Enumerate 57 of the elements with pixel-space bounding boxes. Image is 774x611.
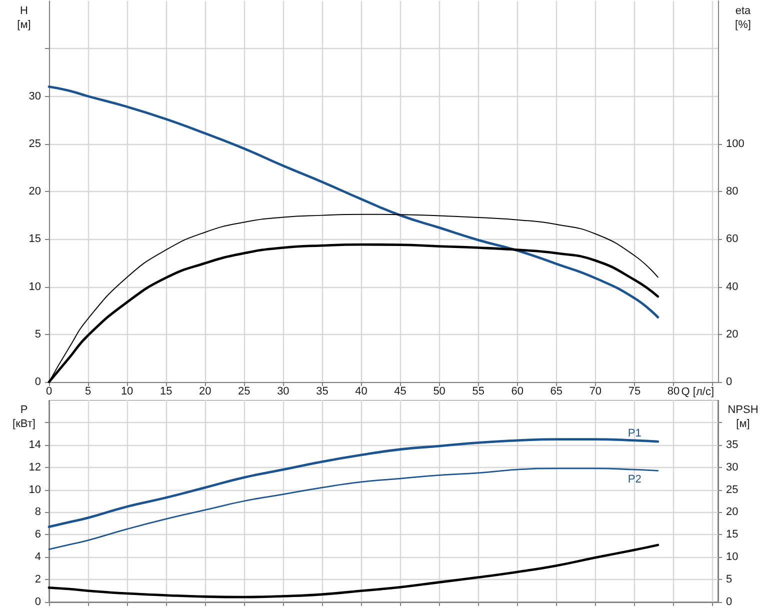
y2-tick-label: 80 <box>726 186 738 198</box>
y2-axis-title: NPSH [м] <box>728 404 758 430</box>
x-tick-label: 35 <box>316 386 328 398</box>
y2-tick-label: 15 <box>726 528 738 541</box>
y2-tick-label: 35 <box>726 438 738 451</box>
x-tick-label: 65 <box>550 386 563 398</box>
y-tick-label: 5 <box>34 328 41 340</box>
x-axis-title: Q [л/с] <box>681 386 714 398</box>
line-series <box>48 544 660 598</box>
y2-tick-label: 10 <box>726 551 738 564</box>
y-tick-label: 25 <box>28 138 41 150</box>
y-tick-label: 10 <box>28 280 41 293</box>
x-tick-label: 80 <box>667 386 680 398</box>
x-tick-label: 45 <box>394 386 406 398</box>
y-tick-label: 2 <box>34 574 41 586</box>
y-tick-label: 0 <box>34 596 41 608</box>
x-tick-label: 70 <box>589 386 602 398</box>
x-tick-label: 10 <box>120 386 134 398</box>
y2-tick-label: 20 <box>726 506 738 518</box>
y-tick-label: 8 <box>34 506 41 518</box>
x-tick-label: 60 <box>511 386 524 398</box>
y2-tick-label: 0 <box>726 376 732 388</box>
y2-tick-label: 40 <box>726 280 738 293</box>
x-tick-label: 20 <box>199 386 212 398</box>
y2-tick-label: 5 <box>726 574 732 586</box>
x-tick-label: 55 <box>472 386 484 398</box>
x-tick-label: 0 <box>46 386 52 398</box>
y-tick-label: 30 <box>28 90 41 102</box>
series-label: P1 <box>628 428 642 440</box>
y-axis-title: H [м] <box>17 5 31 31</box>
y-axis-title: P [кВт] <box>12 404 36 430</box>
line-series <box>48 438 660 528</box>
y2-tick-label: 60 <box>726 233 738 246</box>
x-tick-label: 40 <box>355 386 368 398</box>
y-tick-label: 14 <box>28 438 41 451</box>
x-tick-label: 30 <box>277 386 290 398</box>
y-tick-label: 20 <box>28 186 41 198</box>
y2-tick-label: 30 <box>726 461 738 474</box>
x-tick-label: 25 <box>238 386 250 398</box>
y2-tick-label: 0 <box>726 596 732 608</box>
y2-tick-label: 100 <box>726 138 744 150</box>
y-tick-label: 12 <box>28 461 41 474</box>
series-label: P2 <box>628 474 642 486</box>
y2-axis-title: eta [%] <box>735 5 752 31</box>
y-tick-label: 10 <box>28 484 41 496</box>
y2-tick-label: 25 <box>726 484 738 496</box>
y2-tick-label: 20 <box>726 328 738 340</box>
y-tick-label: 15 <box>28 233 41 246</box>
line-series <box>48 86 660 318</box>
y-tick-label: 6 <box>34 528 41 541</box>
x-tick-label: 15 <box>160 386 172 398</box>
line-series <box>48 468 659 550</box>
x-tick-label: 75 <box>628 386 641 398</box>
y-tick-label: 4 <box>34 551 41 564</box>
y-tick-label: 0 <box>34 376 41 388</box>
x-tick-label: 5 <box>84 386 92 398</box>
x-tick-label: 50 <box>433 386 446 398</box>
